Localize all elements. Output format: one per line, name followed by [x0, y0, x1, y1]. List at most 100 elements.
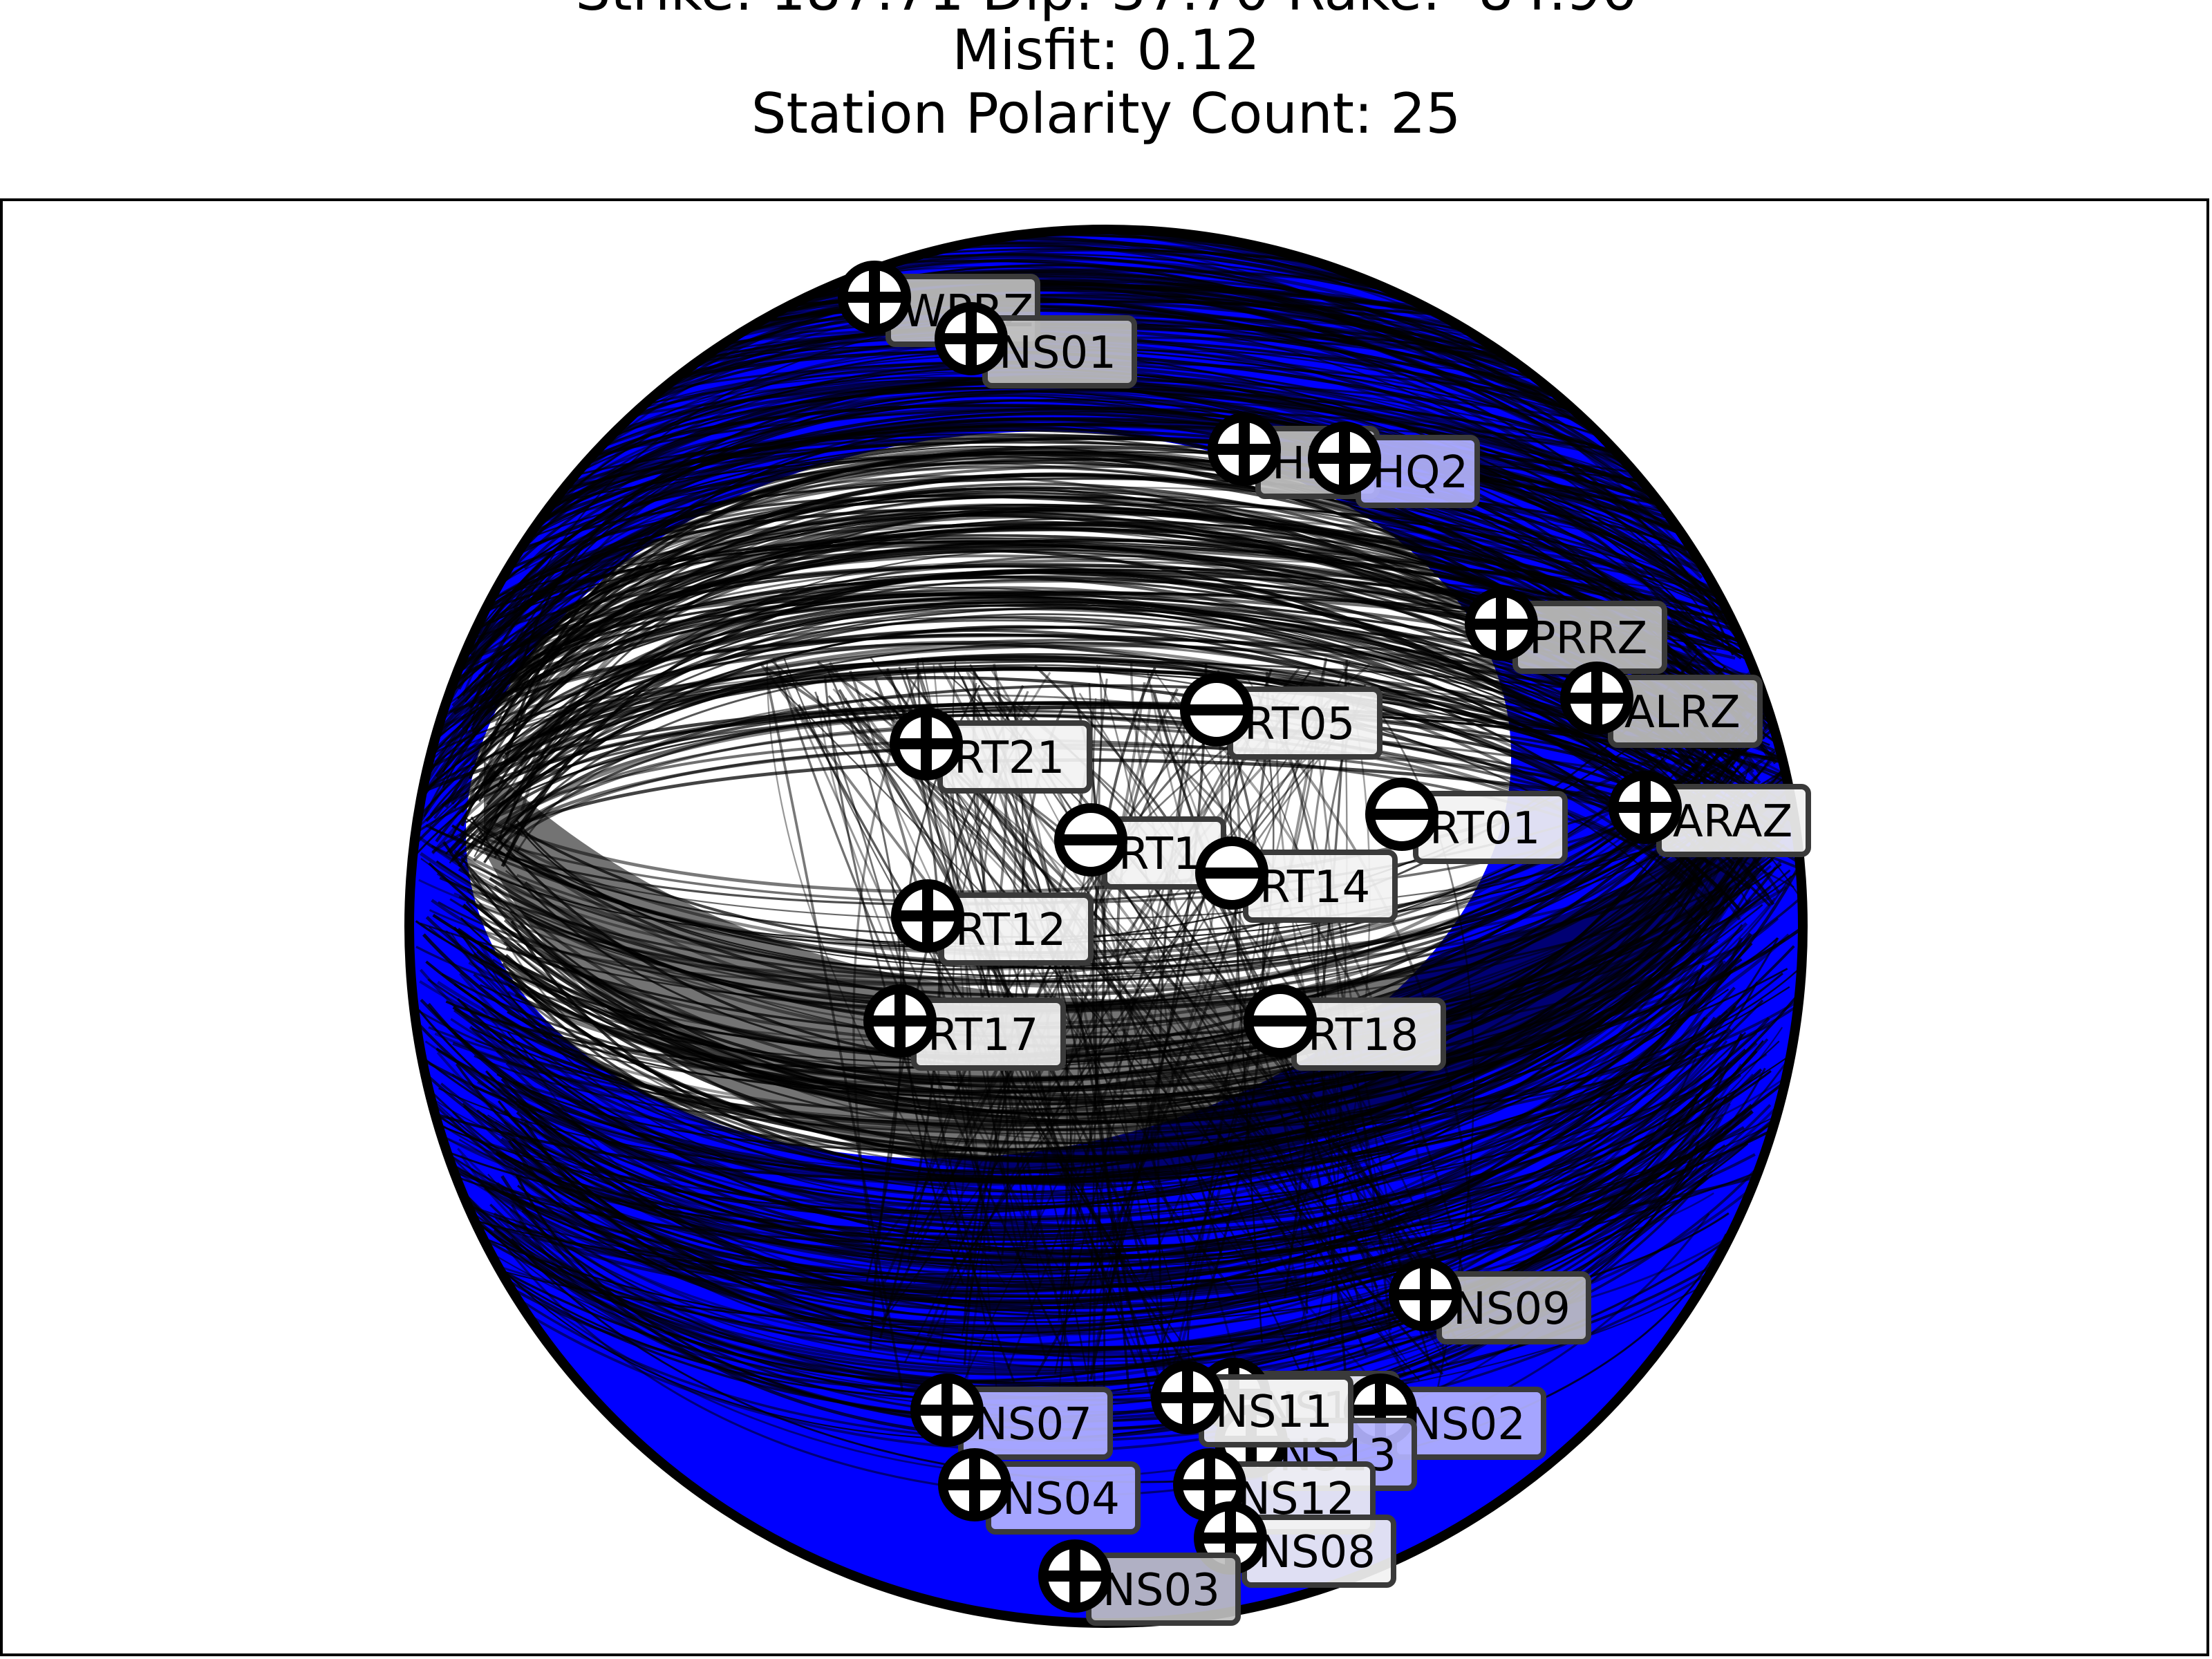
station-rt18: RT18 [1244, 984, 1446, 1071]
station-hq2: HQ2 [1308, 422, 1480, 508]
nodal-plane-line [1096, 664, 1191, 1407]
station-label: NS09 [1453, 1284, 1571, 1335]
nodal-plane-line [963, 696, 1229, 1365]
circle-plus-icon [910, 1374, 984, 1447]
nodal-plane-line [480, 565, 1750, 905]
nodal-plane-line [470, 760, 1790, 1070]
circle-plus-icon [838, 261, 911, 334]
station-prrz: PRRZ [1465, 588, 1667, 674]
nodal-plane-line [467, 1110, 1747, 1374]
nodal-plane-line [1146, 671, 1342, 1253]
nodal-plane-line [415, 776, 1707, 1026]
nodal-plane-line [503, 922, 1748, 1105]
nodal-plane-line [451, 764, 1751, 1178]
nodal-plane-line [455, 455, 1764, 633]
nodal-plane-line [507, 838, 1713, 1152]
nodal-plane-line [478, 713, 1700, 895]
nodal-plane-line [1152, 670, 1397, 1289]
station-label: RT01 [1430, 803, 1540, 854]
nodal-plane-line [1371, 701, 1475, 1388]
nodal-plane-line [436, 1067, 1799, 1240]
nodal-plane-line [913, 696, 1377, 1284]
nodal-plane-line [470, 782, 1718, 905]
nodal-plane-line [483, 785, 1724, 1095]
station-label: NS03 [1103, 1565, 1220, 1616]
title-polarity-count: Station Polarity Count: 25 [751, 82, 1461, 146]
nodal-plane-line [467, 765, 1739, 1110]
nodal-plane-line [521, 862, 1713, 1094]
station-label: NS01 [999, 328, 1116, 379]
nodal-plane-line [765, 666, 1449, 1275]
nodal-plane-line [505, 937, 1743, 1275]
nodal-plane-line [519, 509, 1790, 717]
nodal-plane-line [1091, 666, 1156, 1405]
nodal-plane-line [415, 1158, 1790, 1298]
station-araz: ARAZ [1609, 771, 1811, 857]
circle-minus-icon [1365, 778, 1438, 851]
nodal-plane-line [496, 1153, 1756, 1304]
nodal-plane-line [414, 959, 1724, 1264]
nodal-plane-line [956, 691, 1346, 1271]
nodal-plane-line [478, 933, 1790, 1185]
station-ns09: NS09 [1389, 1258, 1591, 1344]
station-label: RT14 [1259, 862, 1370, 913]
nodal-plane-line [455, 945, 1795, 1312]
nodal-plane-line [816, 695, 1085, 1309]
nodal-plane-line [460, 549, 1735, 865]
station-label: ALRZ [1624, 687, 1741, 738]
station-rt14: RT14 [1195, 836, 1398, 923]
nodal-plane-line [950, 711, 1360, 1409]
nodal-plane-line [1058, 698, 1097, 1403]
nodal-plane-line [468, 893, 1766, 1116]
nodal-plane-line [487, 1017, 1706, 1293]
nodal-plane-line [1310, 709, 1387, 1257]
circle-minus-icon [1195, 836, 1268, 910]
nodal-plane-line [434, 399, 1759, 651]
nodal-plane-line [797, 704, 1217, 1416]
nodal-plane-line [778, 672, 1062, 1346]
nodal-plane-line [439, 1143, 1749, 1387]
nodal-plane-line [519, 885, 1788, 1061]
nodal-plane-line [409, 714, 1734, 843]
nodal-plane-line [419, 937, 1779, 1323]
nodal-plane-line [516, 867, 1713, 970]
circle-plus-icon [1609, 771, 1682, 844]
nodal-plane-line [1152, 692, 1378, 1289]
station-rt01: RT01 [1365, 778, 1568, 864]
station-alrz: ALRZ [1560, 662, 1763, 748]
nodal-plane-line [1013, 682, 1146, 1264]
station-ns07: NS07 [910, 1374, 1113, 1460]
nodal-plane-line [420, 435, 1737, 592]
nodal-plane-line [465, 1114, 1724, 1291]
nodal-plane-line [441, 702, 1753, 807]
station-rt05: RT05 [1180, 673, 1382, 760]
nodal-plane-line [465, 714, 1700, 969]
station-markers: WPRZNS01HBZHQ2PRRZALRZARAZRT05RT21RT01RT… [838, 261, 1811, 1626]
circle-plus-icon [938, 1448, 1011, 1521]
nodal-plane-line [418, 1073, 1723, 1452]
station-label: NS04 [1002, 1474, 1120, 1525]
nodal-plane-line [419, 1038, 1769, 1352]
nodal-plane-line [451, 1027, 1783, 1316]
nodal-plane-line [472, 476, 1787, 623]
nodal-plane-line [450, 800, 1783, 921]
station-ns11: NS11 [1151, 1361, 1353, 1447]
circle-plus-icon [1389, 1258, 1462, 1331]
nodal-plane-line [1098, 678, 1179, 1398]
station-label: RT05 [1244, 699, 1355, 750]
nodal-plane-line [489, 474, 1781, 745]
nodal-plane-line [413, 423, 1741, 547]
nodal-plane-line [476, 977, 1708, 1183]
nodal-plane-line [521, 1076, 1703, 1385]
nodal-plane-line [524, 489, 1752, 655]
nodal-plane-line [881, 700, 1329, 1323]
nodal-plane-line [840, 705, 1382, 1391]
nodal-plane-line [504, 659, 1699, 794]
nodal-plane-line [509, 924, 1702, 1172]
nodal-plane-line [440, 1062, 1730, 1368]
nodal-plane-line [434, 866, 1777, 1132]
nodal-plane-line [1328, 694, 1348, 1347]
nodal-plane-line [918, 700, 1262, 1360]
nodal-plane-line [770, 659, 1302, 1376]
